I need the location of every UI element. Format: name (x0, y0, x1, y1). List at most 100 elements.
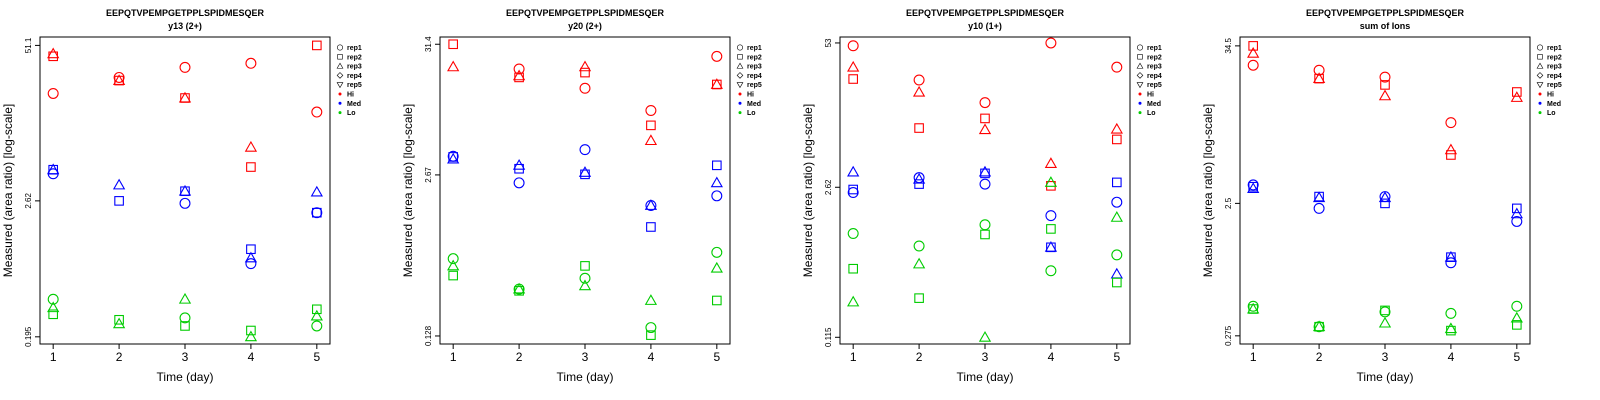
y-axis-label: Measured (area ratio) [log-scale] (401, 104, 415, 277)
y-tick-label: 0.115 (824, 327, 833, 347)
data-point (1379, 71, 1391, 83)
data-point (847, 295, 860, 307)
x-tick-label: 5 (1513, 350, 1520, 364)
data-point (1045, 265, 1057, 277)
y-tick-label: 31.4 (424, 36, 433, 52)
data-point (1512, 87, 1522, 97)
x-tick-label: 1 (450, 350, 457, 364)
chart-subtitle: y10 (1+) (968, 21, 1002, 31)
data-point (112, 178, 126, 190)
legend-dot (338, 101, 342, 105)
legend-symbol (1136, 72, 1144, 79)
legend-dot (1538, 101, 1542, 105)
legend-label: rep4 (1547, 73, 1562, 80)
data-point (512, 159, 526, 170)
data-point (447, 259, 460, 271)
legend-symbol (336, 44, 344, 51)
data-point (179, 61, 191, 73)
data-point (47, 301, 60, 313)
x-tick-label: 1 (850, 350, 857, 364)
data-point (645, 105, 657, 116)
data-point (1379, 306, 1391, 318)
data-point (646, 330, 656, 340)
y-tick-label: 0.275 (1224, 325, 1233, 346)
x-tick-label: 1 (1250, 350, 1257, 364)
data-point (1110, 211, 1123, 222)
data-point (1444, 143, 1458, 155)
legend-label: Med (1547, 101, 1561, 108)
data-point (447, 60, 460, 72)
data-point (913, 74, 925, 86)
y-tick-label: 51.1 (24, 37, 33, 53)
data-point (847, 60, 860, 72)
data-point (980, 229, 990, 240)
legend-symbol (1536, 82, 1544, 89)
data-point (1247, 46, 1260, 58)
data-point (710, 78, 723, 89)
legend-dot (738, 111, 742, 115)
data-point (112, 74, 126, 86)
data-point (1512, 320, 1522, 330)
legend-dot (738, 92, 742, 96)
data-point (245, 258, 257, 270)
legend-label: Med (747, 101, 761, 108)
data-point (644, 199, 658, 210)
data-point (847, 228, 859, 239)
legend-label: rep3 (747, 64, 762, 71)
legend-label: rep5 (1547, 82, 1562, 89)
data-point (1313, 64, 1325, 76)
x-axis-label: Time (day) (157, 370, 214, 384)
y-axis-label: Measured (area ratio) [log-scale] (1201, 104, 1215, 277)
data-point (244, 140, 258, 152)
data-point (47, 87, 59, 99)
data-point (1112, 177, 1122, 188)
legend-dot (338, 92, 342, 96)
legend-symbol (1537, 54, 1543, 60)
legend-dot (338, 111, 342, 115)
data-point (712, 160, 722, 171)
data-point (912, 257, 926, 269)
data-point (712, 295, 722, 306)
x-tick-label: 2 (516, 350, 523, 364)
data-point (848, 74, 858, 84)
legend-label: Hi (1147, 92, 1154, 99)
data-point (980, 113, 990, 124)
data-point (178, 292, 192, 304)
legend-label: Lo (1547, 110, 1556, 117)
data-point (1445, 117, 1457, 129)
legend-symbol (1536, 72, 1544, 79)
data-point (978, 123, 992, 135)
chart-panel-2: EEPQTVPEMPGETPPLSPIDMESQER y20 (2+) 1 2 3 4 5 T… (401, 8, 762, 384)
data-point (48, 309, 58, 320)
data-point (1045, 37, 1057, 49)
data-point (848, 184, 858, 195)
legend-label: rep3 (347, 64, 362, 71)
data-point (711, 190, 723, 202)
data-point (978, 330, 992, 342)
data-point (1247, 59, 1259, 71)
data-point (912, 172, 926, 184)
data-point (1445, 307, 1457, 319)
data-point (1044, 176, 1058, 187)
legend-symbol (1536, 62, 1544, 69)
x-tick-label: 2 (1316, 350, 1323, 364)
legend-dot (1138, 111, 1142, 115)
chart-panel-3: EEPQTVPEMPGETPPLSPIDMESQER y10 (1+) 1 2 3 4 5 T… (801, 8, 1162, 384)
data-point (1247, 302, 1260, 314)
data-point (448, 152, 458, 162)
data-point (179, 312, 191, 324)
data-point (578, 166, 592, 177)
data-point (847, 165, 860, 177)
data-point (1511, 300, 1523, 312)
y-tick-label: 2.67 (424, 167, 433, 183)
legend-dot (1538, 111, 1542, 115)
data-point (914, 293, 924, 303)
data-point (512, 69, 526, 81)
data-point (645, 322, 657, 334)
x-tick-label: 4 (648, 350, 655, 364)
data-point (312, 207, 322, 218)
legend-label: Lo (747, 110, 756, 117)
chart-panel-1: EEPQTVPEMPGETPPLSPIDMESQER y13 (2+) 1 2 3 4 5 T… (1, 8, 362, 384)
legend-label: rep2 (1547, 54, 1562, 61)
